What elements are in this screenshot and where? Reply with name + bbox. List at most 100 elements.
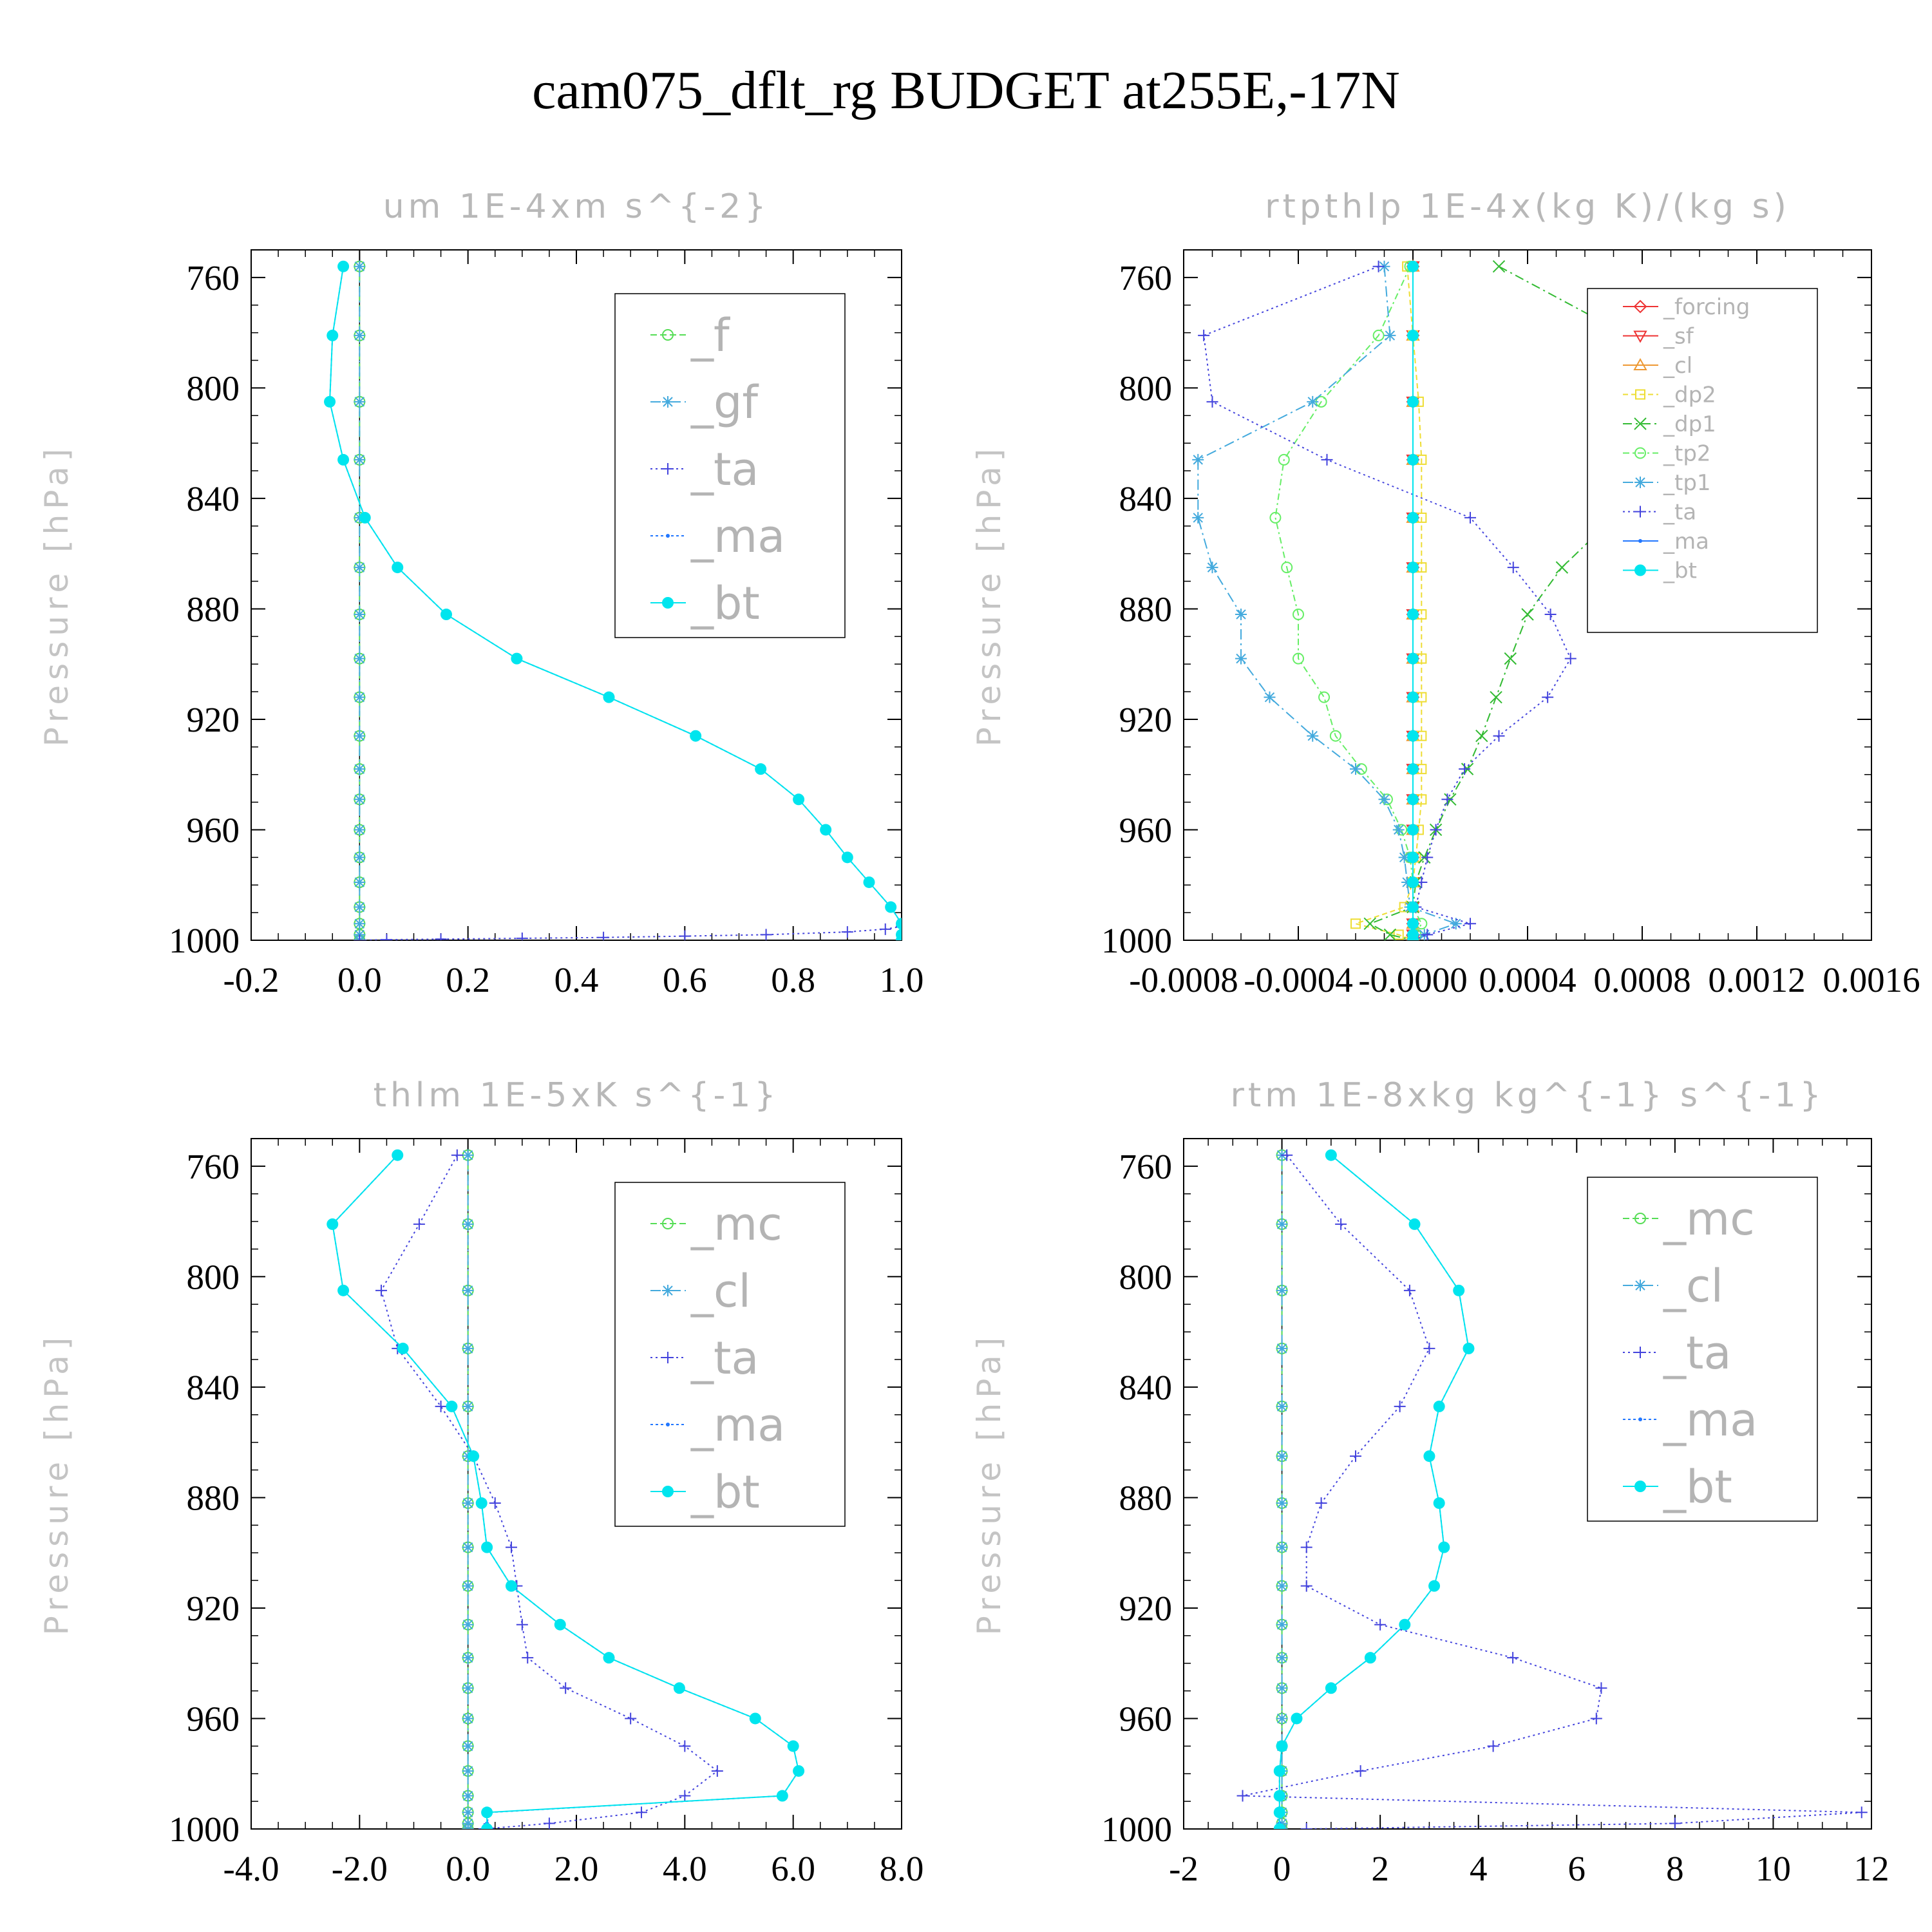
y-tick-label: 920 [1119,1589,1173,1628]
legend-label: _ma [1663,1394,1757,1446]
y-tick-label: 840 [1119,479,1173,518]
data-point [506,1541,517,1553]
data-point [679,930,691,940]
series-group [327,1149,805,1829]
data-point [679,1740,691,1752]
y-tick-label: 920 [187,1589,240,1628]
data-point [1315,1497,1327,1510]
data-point [1318,691,1331,703]
series-group [1192,259,1777,940]
data-point [690,730,702,742]
data-point [1407,851,1419,864]
panel-title: um 1E-4xm s^{-2} [383,187,770,226]
data-point [354,260,366,272]
x-tick-label: -4.0 [223,1849,279,1888]
panel-2: rtpthlp 1E-4x(kg K)/(kg s) Pressure [hPa]… [971,187,1920,999]
legend-label: _dp2 [1663,383,1716,408]
y-tick-label: 960 [187,1699,240,1738]
data-point [337,1284,350,1296]
data-point [446,1400,458,1412]
y-tick-label: 800 [187,1257,240,1296]
data-point [885,901,897,913]
data-point [1264,691,1276,703]
y-axis-label: Pressure [hPa] [38,1332,75,1636]
data-point [625,1712,637,1725]
data-point [481,1541,493,1553]
data-point [1590,1712,1602,1725]
data-point [1300,1580,1312,1592]
x-tick-label: 0.0008 [1593,960,1690,999]
legend-box [1587,288,1818,633]
legend-label: _ma [690,510,785,563]
data-point [793,793,805,806]
data-point [1363,917,1376,930]
data-point [1428,1580,1441,1592]
legend-label: _ta [690,1332,759,1385]
data-point [1463,1342,1475,1354]
data-point [435,933,447,940]
legend-label: _forcing [1663,294,1750,320]
data-point [863,876,875,888]
legend-label: _mc [1663,1193,1755,1245]
series-group [324,260,902,940]
legend-label: _bt [690,577,760,630]
y-tick-label: 880 [187,1478,240,1517]
y-axis-label: Pressure [hPa] [971,1332,1008,1636]
data-point [327,329,339,341]
data-point [481,1806,493,1819]
data-point [1450,918,1462,930]
legend-label: _bt [1663,558,1697,584]
x-tick-label: 0.0004 [1479,960,1576,999]
x-tick-label: 2.0 [554,1849,599,1888]
data-point [354,562,366,574]
data-point [451,1149,463,1161]
data-point [1276,1284,1288,1296]
data-point [354,609,366,621]
x-tick-label: 0.2 [446,960,490,999]
data-point [820,824,832,836]
legend-marker [1634,417,1647,430]
data-point [354,652,366,665]
legend-marker [1633,357,1647,370]
data-point [1378,793,1390,806]
legend-marker [662,396,674,408]
data-point [1464,511,1476,524]
data-point [1423,1450,1435,1463]
legend-label: _cl [1663,1260,1723,1312]
data-point [1291,1712,1303,1725]
data-point [1399,1618,1411,1631]
x-tick-label: 0 [1273,1849,1291,1888]
data-point [1407,876,1419,888]
data-point [1293,652,1304,665]
data-point [462,1580,474,1592]
series-group [1236,1149,1868,1829]
data-point [462,1765,474,1777]
data-point [462,1823,474,1829]
data-point [1855,1806,1868,1819]
legend-marker [662,1218,674,1229]
data-point [489,1497,501,1510]
legend-label: _f [690,309,730,362]
data-point [462,1790,474,1802]
data-point [1421,851,1434,864]
series-line [1274,266,1423,940]
y-tick-label: 800 [1119,1257,1173,1296]
data-point [468,1450,480,1463]
data-point [1407,901,1419,913]
data-point [1407,763,1419,775]
data-point [1544,609,1557,621]
data-point [1307,395,1319,408]
data-point [511,652,523,665]
data-point [1325,1149,1337,1161]
data-point [324,395,336,408]
legend-label: _dp1 [1663,412,1716,437]
data-point [1555,561,1569,574]
data-point [841,926,853,938]
legend-marker [1634,447,1646,459]
data-point [435,1400,447,1412]
y-tick-label: 840 [187,479,240,518]
data-point [787,1740,799,1752]
data-point [1407,511,1419,524]
legend: _mc _cl _ta _ma _bt [614,1182,846,1527]
x-tick-label: 0.0 [337,960,382,999]
